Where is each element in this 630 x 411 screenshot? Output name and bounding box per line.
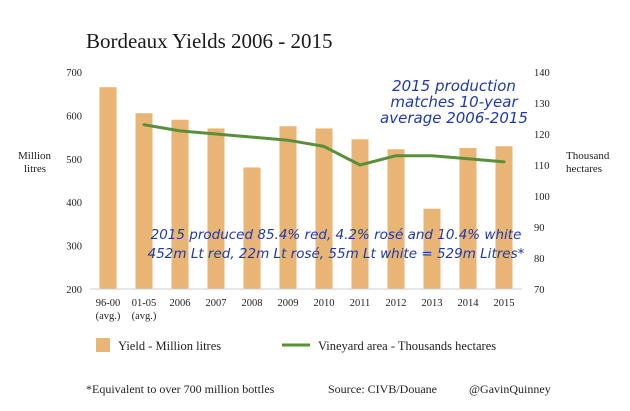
right-axis-title-line2: hectares bbox=[566, 163, 602, 175]
x-tick-label: 2010 bbox=[314, 298, 335, 309]
x-tick-label: 2011 bbox=[350, 298, 371, 309]
legend-swatch-yield bbox=[96, 338, 110, 352]
legend-label-yield: Yield - Million litres bbox=[118, 339, 221, 353]
right-tick-label: 130 bbox=[534, 99, 550, 110]
yield-bar bbox=[495, 146, 513, 289]
left-axis-ticks: 200 300 400 500 600 700 bbox=[66, 68, 82, 296]
right-tick-label: 70 bbox=[534, 285, 545, 296]
x-tick-sublabel: (avg.) bbox=[96, 311, 121, 322]
x-tick-label: 2006 bbox=[170, 298, 191, 309]
yield-bar bbox=[351, 139, 369, 289]
legend-label-vineyard: Vineyard area - Thousands hectares bbox=[318, 339, 496, 353]
chart-title: Bordeaux Yields 2006 - 2015 bbox=[86, 29, 333, 53]
x-tick-label: 2009 bbox=[278, 298, 299, 309]
x-tick-sublabel: (avg.) bbox=[132, 311, 157, 322]
right-tick-label: 110 bbox=[534, 161, 549, 172]
right-axis-title-line1: Thousand bbox=[566, 150, 610, 162]
x-tick-label: 2013 bbox=[422, 298, 443, 309]
x-tick-label: 2015 bbox=[494, 298, 515, 309]
vineyard-area-line bbox=[142, 123, 506, 167]
yield-bar bbox=[135, 113, 153, 289]
yield-bar bbox=[423, 208, 441, 289]
annotation-mid-line1: 2015 produced 85.4% red, 4.2% rosé and 1… bbox=[151, 227, 522, 243]
left-tick-label: 300 bbox=[66, 242, 82, 253]
yield-bars bbox=[99, 87, 513, 290]
left-tick-label: 600 bbox=[66, 111, 82, 122]
annotation-top-line2: matches 10-year bbox=[390, 93, 518, 111]
annotation-top-line3: average 2006-2015 bbox=[380, 109, 528, 127]
left-tick-label: 400 bbox=[66, 198, 82, 209]
x-tick-label: 2008 bbox=[242, 298, 263, 309]
left-tick-label: 700 bbox=[66, 68, 82, 79]
yield-bar bbox=[387, 149, 405, 289]
annotation-mid-line2: 452m Lt red, 22m Lt rosé, 55m Lt white =… bbox=[148, 246, 525, 262]
left-tick-label: 200 bbox=[66, 285, 82, 296]
x-tick-label: 96-00 bbox=[96, 298, 121, 309]
x-tick-label: 2007 bbox=[206, 298, 227, 309]
right-tick-label: 80 bbox=[534, 254, 545, 265]
left-axis-title-line1: Million bbox=[18, 150, 52, 162]
left-tick-label: 500 bbox=[66, 155, 82, 166]
source: Source: CIVB/Douane bbox=[328, 382, 437, 396]
x-tick-label: 2012 bbox=[386, 298, 407, 309]
yield-bar bbox=[171, 119, 189, 290]
right-tick-label: 120 bbox=[534, 130, 550, 141]
x-tick-label: 01-05 bbox=[132, 298, 157, 309]
x-tick-label: 2014 bbox=[458, 298, 480, 309]
right-tick-label: 90 bbox=[534, 223, 545, 234]
footnote: *Equivalent to over 700 million bottles bbox=[86, 382, 275, 396]
yield-bar bbox=[315, 128, 333, 289]
yield-bar bbox=[207, 128, 225, 289]
right-tick-label: 140 bbox=[534, 68, 550, 79]
twitter-handle: @GavinQuinney bbox=[469, 382, 551, 396]
x-axis-labels: 96-00 (avg.) 01-05 (avg.) 2006 2007 2008 2009 20… bbox=[96, 298, 515, 322]
right-axis-ticks: 70 80 90 100 110 120 130 140 bbox=[534, 68, 550, 296]
yield-bar bbox=[99, 87, 117, 289]
right-tick-label: 100 bbox=[534, 192, 550, 203]
yield-bar bbox=[243, 167, 261, 289]
left-axis-title-line2: litres bbox=[24, 163, 46, 175]
yield-bar bbox=[279, 126, 297, 289]
annotation-top-line1: 2015 production bbox=[392, 77, 516, 95]
yield-bar bbox=[459, 147, 477, 289]
